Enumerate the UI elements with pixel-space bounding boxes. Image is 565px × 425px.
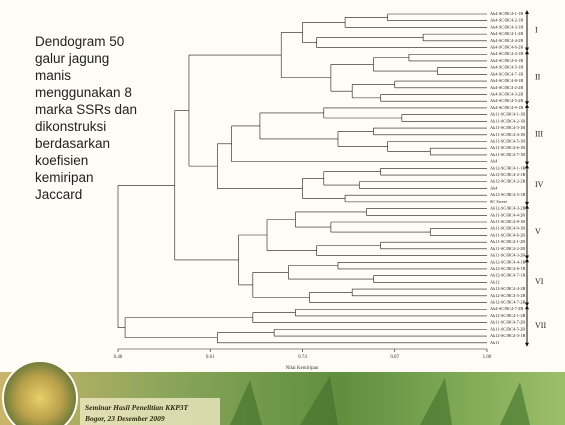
x-axis-title: Nilai Kemiripan — [286, 366, 319, 371]
leaf-label: Ak4 — [490, 185, 498, 190]
caption-line: kemiripan — [35, 170, 94, 185]
x-tick-label: 1.00 — [483, 355, 492, 360]
leaf-label: Ak11-SC/BC4-9-1B — [490, 226, 525, 231]
x-tick-label: 0.74 — [298, 355, 307, 360]
group-label: I — [535, 26, 538, 35]
caption-line: menggunakan 8 — [35, 85, 132, 100]
group-label: V — [535, 227, 541, 236]
leaf-label: Ak11-SC/BC4-6-1B — [490, 145, 525, 150]
leaf-label: Ak11-SC/BC4-5-1B — [490, 138, 525, 143]
leaf-label: Ak12-SC/BC4-5-2B — [490, 293, 525, 298]
leaf-label: Ak12-SC/BC4-1-1B — [490, 165, 525, 170]
x-tick-label: 0.87 — [390, 355, 399, 360]
leaf-label: Ak11-SC/BC4-6-2B — [490, 232, 525, 237]
leaf-label: Ak11-SC/BC4-2-2B — [490, 246, 525, 251]
leaf-label: Ak4-SC/BC4-9-1B — [490, 105, 523, 110]
leaf-label: Ak11-SC/BC4-5-2B — [490, 326, 525, 331]
leaf-label: Ak4-SC/BC4-4-1B — [490, 51, 523, 56]
leaf-label: Ak4-SC/BC4-2-1B — [490, 18, 523, 23]
leaf-label: Ak4-SC/BC4-3-1B — [490, 24, 523, 29]
leaf-label: Ak12-SC/BC4-3-2B — [490, 206, 525, 211]
caption-line: Dendogram 50 — [35, 34, 124, 49]
leaf-label: Ak4-SC/BC4-8-1B — [490, 78, 523, 83]
leaf-label: Ak12-SC/BC4-1-2B — [490, 313, 525, 318]
leaf-label: Ak12-SC/BC4-4-1B — [490, 259, 525, 264]
corn-image — [3, 361, 77, 425]
caption: Dendogram 50 galur jagung manis menggunakan… — [35, 34, 137, 202]
leaf-label: Ak12-SC/BC4-2-1B — [490, 172, 525, 177]
caption-line: koefisien — [35, 153, 88, 168]
caption-line: berdasarkan — [35, 136, 110, 151]
leaf-label: Ak11-SC/BC4-1-1B — [490, 112, 525, 117]
group-label: VI — [535, 277, 544, 286]
leaf-label: Ak4 — [490, 159, 498, 164]
caption-line: marka SSRs dan — [35, 102, 137, 117]
leaf-label: Ak4-SC/BC4-1-1B — [490, 11, 523, 16]
leaf-label: Ak4-SC/BC4-2-2B — [490, 85, 523, 90]
dendrogram: 0.48 0.61 0.74 0.87 1.00 Ak4-SC/BC4-1-1B Ak4-S… — [114, 10, 547, 360]
leaf-label: Ak12-SC/BC4-7-2B — [490, 300, 525, 305]
leaf-label: Ak11 — [490, 340, 499, 345]
leaf-label: Ak11-SC/BC4-7-2B — [490, 320, 525, 325]
group-label: II — [535, 73, 541, 82]
footer-line: Seminar Hasil Penelitian KKP3T — [85, 403, 189, 412]
leaf-label: Ak4-SC/BC4-6-1B — [490, 58, 523, 63]
leaf-label: Ak12-SC/BC4-7-1B — [490, 273, 525, 278]
caption-line: Jaccard — [35, 187, 82, 202]
leaf-label: Ak11-SC/BC4-7-1B — [490, 152, 525, 157]
leaf-label: Ak12 — [490, 279, 500, 284]
leaf-label: Ak4-SC/BC4-7-1B — [490, 71, 523, 76]
group-label: VII — [535, 321, 546, 330]
leaf-label: Ak4-SC/BC4-3-2B — [490, 92, 523, 97]
leaf-label: Ak4-SC/BC4-1-2B — [490, 31, 523, 36]
leaf-label: Ak4-SC/BC4-4-2B — [490, 38, 523, 43]
caption-line: dikonstruksi — [35, 119, 106, 134]
leaf-label: Ak4-SC/BC4-5-1B — [490, 65, 523, 70]
leaf-label: Ak12-SC/BC4-6-1B — [490, 266, 525, 271]
group-label: IV — [535, 180, 544, 189]
leaf-label: Ak11-SC/BC4-4-1B — [490, 132, 525, 137]
x-tick-label: 0.61 — [206, 355, 215, 360]
leaf-label: Ak12-SC/BC4-5-1B — [490, 192, 525, 197]
leaf-label: Ak4-SC/BC4-7-2B — [490, 306, 523, 311]
leaf-label: Ak11-SC/BC4-4-2B — [490, 212, 525, 217]
x-tick-label: 0.48 — [114, 355, 123, 360]
leaf-label: SC Sweet — [490, 199, 508, 204]
page: Seminar Hasil Penelitian KKP3T Bogor, 23… — [0, 0, 565, 425]
leaf-label: Ak12-SC/BC4-2-2B — [490, 179, 525, 184]
leaf-label: Ak4-SC/BC4-5-2B — [490, 98, 523, 103]
leaf-label: Ak11-SC/BC4-3-1B — [490, 125, 525, 130]
leaf-label: Ak11-SC/BC4-1-2B — [490, 239, 525, 244]
leaf-label: Ak4-SC/BC4-6-2B — [490, 45, 523, 50]
caption-line: galur jagung — [35, 51, 109, 66]
leaf-label: Ak11-SC/BC4-3-2B — [490, 253, 525, 258]
leaf-label: Ak12-SC/BC4-3-1B — [490, 333, 525, 338]
caption-line: manis — [35, 68, 71, 83]
slide: Seminar Hasil Penelitian KKP3T Bogor, 23… — [0, 0, 565, 425]
leaf-label: Ak11-SC/BC4-2-1B — [490, 118, 525, 123]
leaf-label: Ak11-SC/BC4-8-1B — [490, 219, 525, 224]
footer-line: Bogor, 23 Desember 2009 — [84, 414, 165, 423]
group-label: III — [535, 130, 543, 139]
leaf-label: Ak12-SC/BC4-4-2B — [490, 286, 525, 291]
